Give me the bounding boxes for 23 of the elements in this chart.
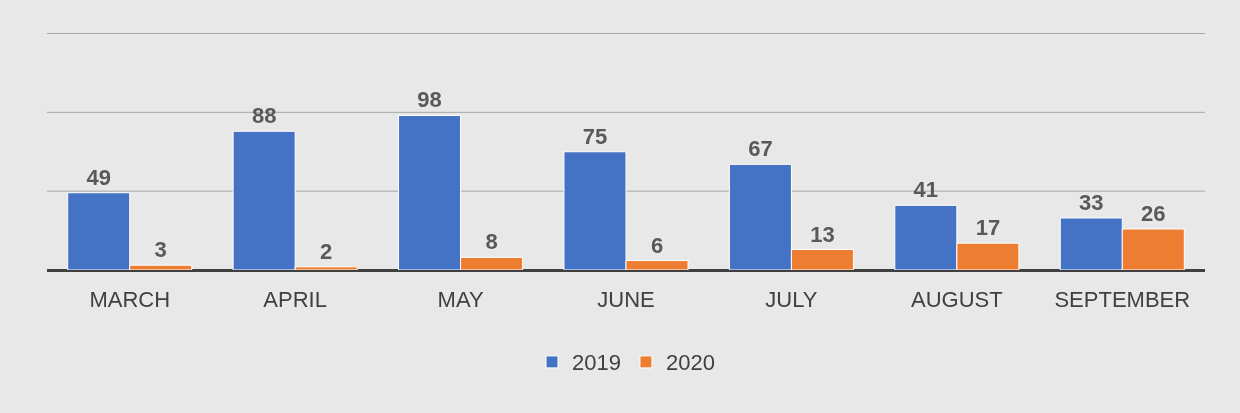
data-label: 49 — [86, 164, 111, 190]
data-label: 33 — [1079, 189, 1104, 215]
data-label: 6 — [650, 232, 664, 258]
data-label: 17 — [975, 215, 1001, 241]
data-label: 67 — [748, 136, 773, 162]
data-label: 41 — [913, 177, 939, 203]
data-label: 8 — [485, 229, 498, 255]
x-tick-label: AUGUST — [911, 287, 1003, 312]
x-tick-label: APRIL — [263, 287, 327, 312]
data-label: 98 — [417, 87, 442, 113]
x-tick-label: JULY — [765, 287, 818, 312]
data-label: 3 — [154, 237, 167, 263]
x-tick-label: MARCH — [89, 287, 171, 312]
x-tick-label: SEPTEMBER — [1054, 287, 1191, 312]
legend-label: 2020 — [665, 350, 715, 376]
legend-label: 2019 — [572, 350, 621, 376]
x-tick-label: MAY — [437, 287, 484, 312]
data-label: 13 — [810, 221, 835, 247]
data-label: 75 — [582, 123, 608, 149]
data-label: 88 — [251, 103, 277, 129]
data-label: 2 — [320, 238, 333, 264]
x-tick-label: JUNE — [597, 287, 655, 312]
data-label: 26 — [1141, 201, 1166, 227]
